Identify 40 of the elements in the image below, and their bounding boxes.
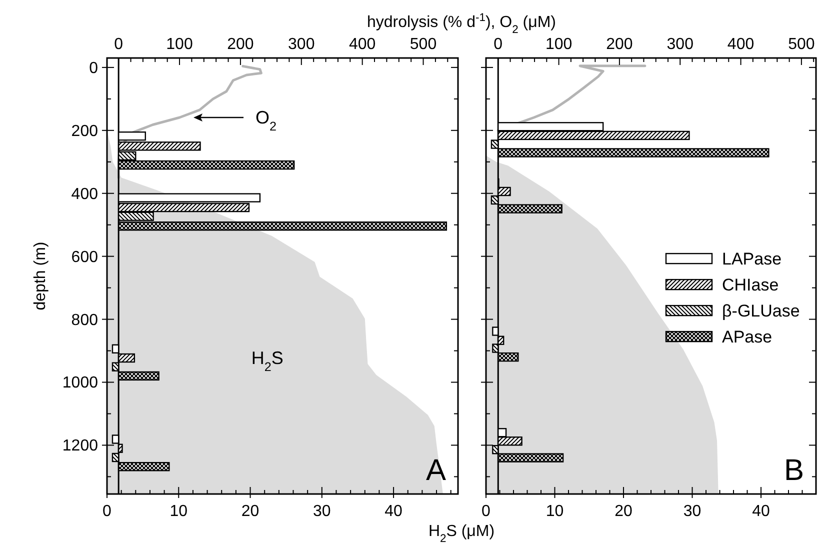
y-tick-label: 0 <box>89 60 98 77</box>
y-tick-label: 1000 <box>62 374 98 392</box>
annotation: B <box>784 454 804 487</box>
x2-tick-label: 100 <box>545 36 572 53</box>
y-axis-title: depth (m) <box>32 242 49 310</box>
x2-tick-label: 400 <box>727 36 754 53</box>
x2-tick-label: 300 <box>288 36 315 53</box>
series-label: O$_{2}$ <box>256 107 277 134</box>
x2-tick-label: 500 <box>788 36 815 53</box>
series-label: H$_{2}$S <box>251 348 284 374</box>
x-tick-label: 0 <box>482 503 491 520</box>
x-tick-label: 40 <box>384 503 403 520</box>
x-tick-label: 40 <box>752 503 770 520</box>
x2-tick-label: 400 <box>348 36 376 53</box>
x-tick-label: 0 <box>102 503 112 520</box>
x2-tick-label: 500 <box>410 36 437 53</box>
x2-tick-label: 300 <box>666 36 694 53</box>
legend-label: LAPase <box>722 250 782 269</box>
legend-label: APase <box>722 328 772 347</box>
x2-tick-label: 0 <box>494 36 503 53</box>
x-tick-label: 20 <box>614 503 632 520</box>
x2-tick-label: 0 <box>114 36 124 53</box>
y-tick-label: 600 <box>71 248 98 266</box>
x-tick-label: 20 <box>241 503 260 520</box>
annotation: A <box>426 454 446 487</box>
legend-label: CHIase <box>722 276 779 295</box>
x-tick-label: 10 <box>170 503 188 520</box>
y-tick-label: 1200 <box>62 438 98 455</box>
y-tick-label: 800 <box>71 312 98 329</box>
x2-tick-label: 200 <box>227 36 254 53</box>
x-axis-title: H$_{2}$S (μM) <box>428 523 495 543</box>
x-tick-label: 10 <box>546 503 564 520</box>
x2-axis-title: hydrolysis (% d$^{-1}$), O$_{2}$ (μM) <box>367 12 556 36</box>
y-tick-label: 200 <box>71 122 98 140</box>
x2-tick-label: 200 <box>606 36 633 53</box>
x-tick-label: 30 <box>313 503 331 520</box>
legend-label: β-GLUase <box>722 302 800 321</box>
x2-tick-label: 100 <box>166 36 193 53</box>
x-tick-label: 30 <box>683 503 702 520</box>
y-tick-label: 400 <box>71 186 98 203</box>
